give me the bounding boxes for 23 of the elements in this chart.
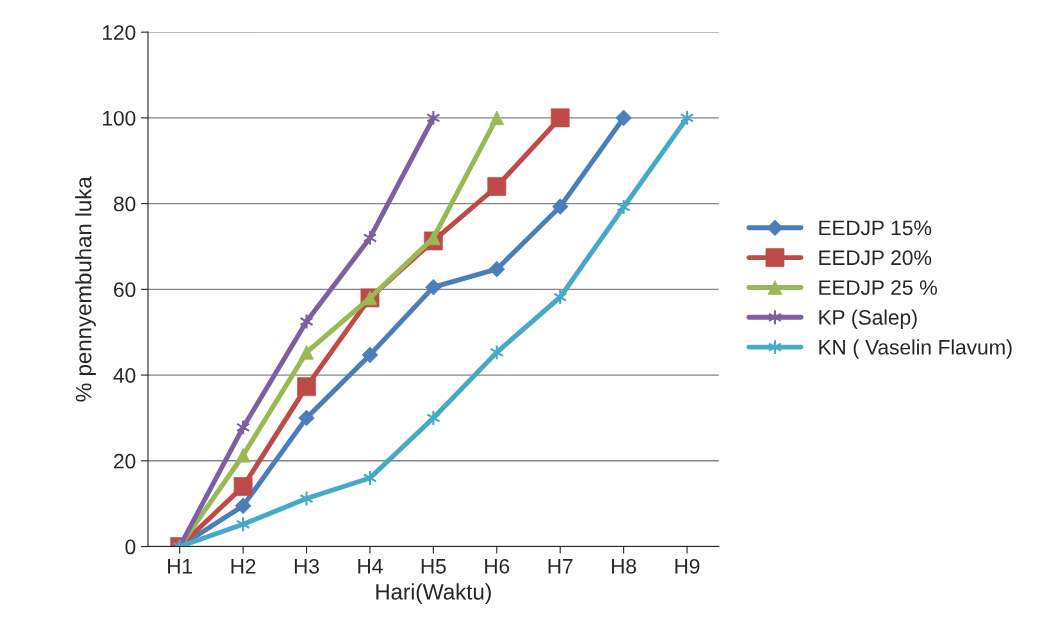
x-tick-label: H9 [675, 558, 700, 574]
x-tick-label: H8 [612, 558, 637, 574]
y-tick-label: 120 [103, 25, 136, 40]
y-tick-label: 0 [125, 539, 136, 555]
x-tick-label: H2 [231, 558, 256, 574]
legend-label: KN ( Vaselin Flavum) [819, 339, 1012, 359]
x-tick-label: H3 [294, 558, 319, 574]
x-tick-label: H4 [358, 559, 383, 574]
y-tick-label: 80 [113, 196, 136, 212]
y-tick-label: 100 [103, 110, 136, 126]
x-axis-title: Hari(Waktu) [376, 583, 491, 605]
x-tick-label: H6 [485, 558, 510, 574]
y-tick-label: 60 [114, 282, 136, 298]
y-axis-title: % pennyembuhan luka [75, 176, 96, 402]
x-tick-label: H5 [421, 559, 446, 574]
x-tick-label: H7 [548, 559, 573, 574]
x-tick-label: H1 [168, 559, 192, 574]
y-tick-label: 20 [114, 453, 136, 469]
legend-label: EEDJP 20% [819, 250, 932, 266]
legend-label: EEDJP 25 % [819, 280, 937, 295]
legend-label: KP (Salep) [819, 309, 917, 329]
legend-label: EEDJP 15% [819, 220, 932, 236]
y-tick-label: 40 [113, 368, 136, 383]
